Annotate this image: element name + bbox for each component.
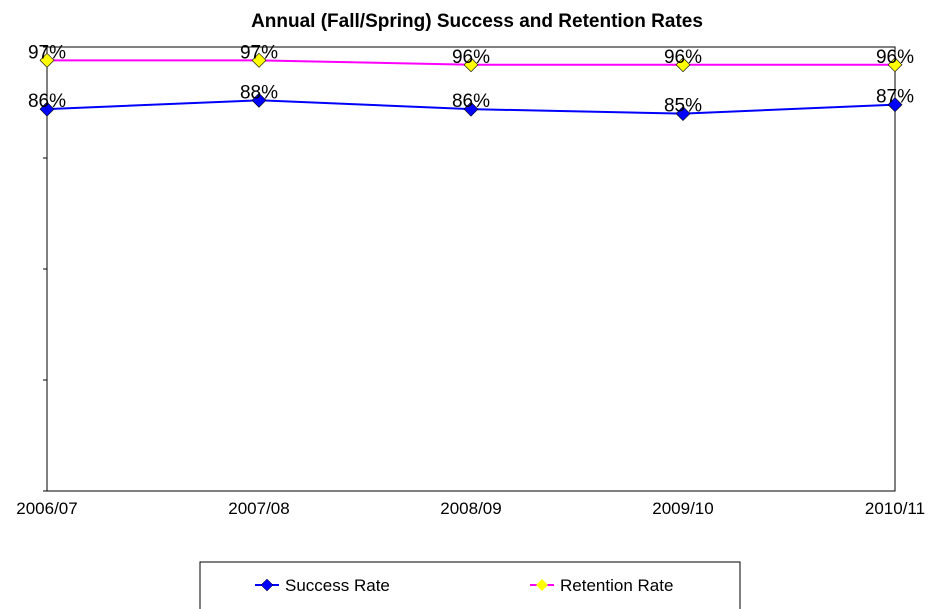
data-point <box>251 52 267 68</box>
x-tick-label: 2008/09 <box>440 499 501 518</box>
data-point <box>887 97 903 113</box>
series-0: 86% 88% 86% 85% 87% <box>28 82 914 122</box>
series-layer: 86% 88% 86% 85% 87% 97% 97% 96% 96% 96% <box>28 42 914 122</box>
data-point <box>675 106 691 122</box>
data-point <box>463 57 479 73</box>
data-point <box>887 57 903 73</box>
data-point <box>39 101 55 117</box>
x-tick-label: 2010/11 <box>865 499 925 518</box>
series-1: 97% 97% 96% 96% 96% <box>28 42 914 73</box>
data-label: 85% <box>664 96 702 117</box>
plot-area <box>46 46 896 492</box>
legend-item: Retention Rate <box>530 576 673 595</box>
legend-item: Success Rate <box>255 576 390 595</box>
data-point <box>39 52 55 68</box>
data-label: 87% <box>876 87 914 108</box>
legend-label: Success Rate <box>285 576 390 595</box>
x-tick-label: 2009/10 <box>652 499 713 518</box>
data-label: 96% <box>452 47 490 68</box>
x-tick-label: 2007/08 <box>228 499 289 518</box>
chart-title: Annual (Fall/Spring) Success and Retenti… <box>251 11 703 32</box>
data-label: 96% <box>664 47 702 68</box>
data-label: 88% <box>240 82 278 103</box>
legend-marker-swatch <box>260 578 274 592</box>
data-label: 86% <box>28 91 66 112</box>
x-tick-label: 2006/07 <box>16 499 77 518</box>
legend: Success Rate Retention Rate <box>255 576 673 595</box>
y-axis-ticks <box>43 46 47 492</box>
data-label: 97% <box>28 42 66 63</box>
data-label: 86% <box>452 91 490 112</box>
x-axis-tick-labels: 2006/07 2007/08 2008/09 2009/10 2010/11 <box>16 499 925 518</box>
data-label: 97% <box>240 42 278 63</box>
data-point <box>463 101 479 117</box>
data-label: 96% <box>876 47 914 68</box>
legend-marker-swatch <box>536 579 548 591</box>
legend-box <box>199 561 741 609</box>
data-point <box>675 57 691 73</box>
data-point <box>251 92 267 108</box>
legend-label: Retention Rate <box>560 576 673 595</box>
